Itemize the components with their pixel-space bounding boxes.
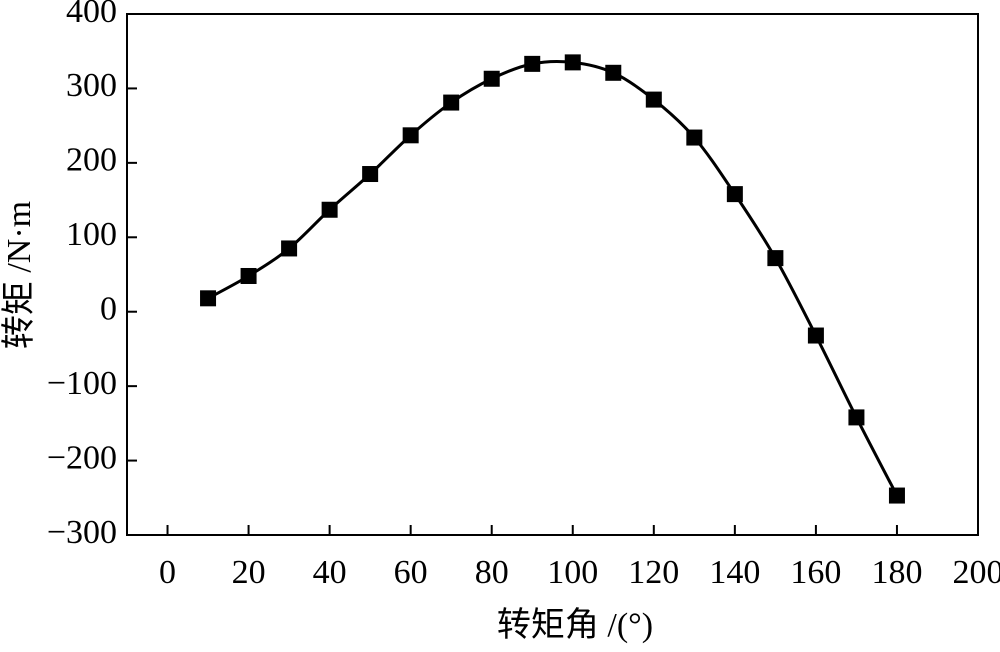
- marker: [645, 91, 662, 108]
- x-tick-label: 140: [709, 554, 760, 591]
- y-axis-label: 转矩 /N·m: [0, 201, 38, 349]
- marker: [362, 166, 379, 183]
- marker: [524, 55, 541, 72]
- x-tick-label: 60: [394, 554, 428, 591]
- marker: [240, 267, 257, 284]
- y-tick-label: 100: [66, 216, 117, 253]
- line: [207, 59, 899, 497]
- x-tick-label: 200: [953, 554, 1000, 591]
- marker: [848, 409, 865, 426]
- marker: [686, 129, 703, 146]
- marker: [726, 186, 743, 203]
- marker: [888, 487, 905, 504]
- marker: [807, 327, 824, 344]
- x-tick-label: 120: [628, 554, 679, 591]
- x-tick-label: 100: [547, 554, 598, 591]
- x-tick-label: 20: [232, 554, 266, 591]
- y-tick-label: 200: [66, 142, 117, 179]
- marker: [200, 290, 217, 307]
- marker: [321, 201, 338, 218]
- plot-frame: [126, 13, 979, 536]
- x-tick-label: 180: [871, 554, 922, 591]
- y-tick-label: −100: [47, 365, 117, 402]
- x-tick-label: 160: [790, 554, 841, 591]
- marker: [767, 250, 784, 267]
- marker: [483, 70, 500, 87]
- y-tick-label: −300: [47, 514, 117, 551]
- x-axis-label: 转矩角 /(°): [497, 606, 653, 644]
- marker: [564, 54, 581, 71]
- marker: [605, 64, 622, 81]
- y-tick-label: 300: [66, 67, 117, 104]
- x-tick-label: 80: [475, 554, 509, 591]
- y-tick-label: −200: [47, 439, 117, 476]
- y-tick-label: 400: [66, 0, 117, 30]
- x-tick-label: 40: [313, 554, 347, 591]
- marker: [402, 127, 419, 144]
- y-tick-label: 0: [100, 291, 117, 328]
- marker: [443, 94, 460, 111]
- marker: [281, 240, 298, 257]
- x-tick-label: 0: [159, 554, 176, 591]
